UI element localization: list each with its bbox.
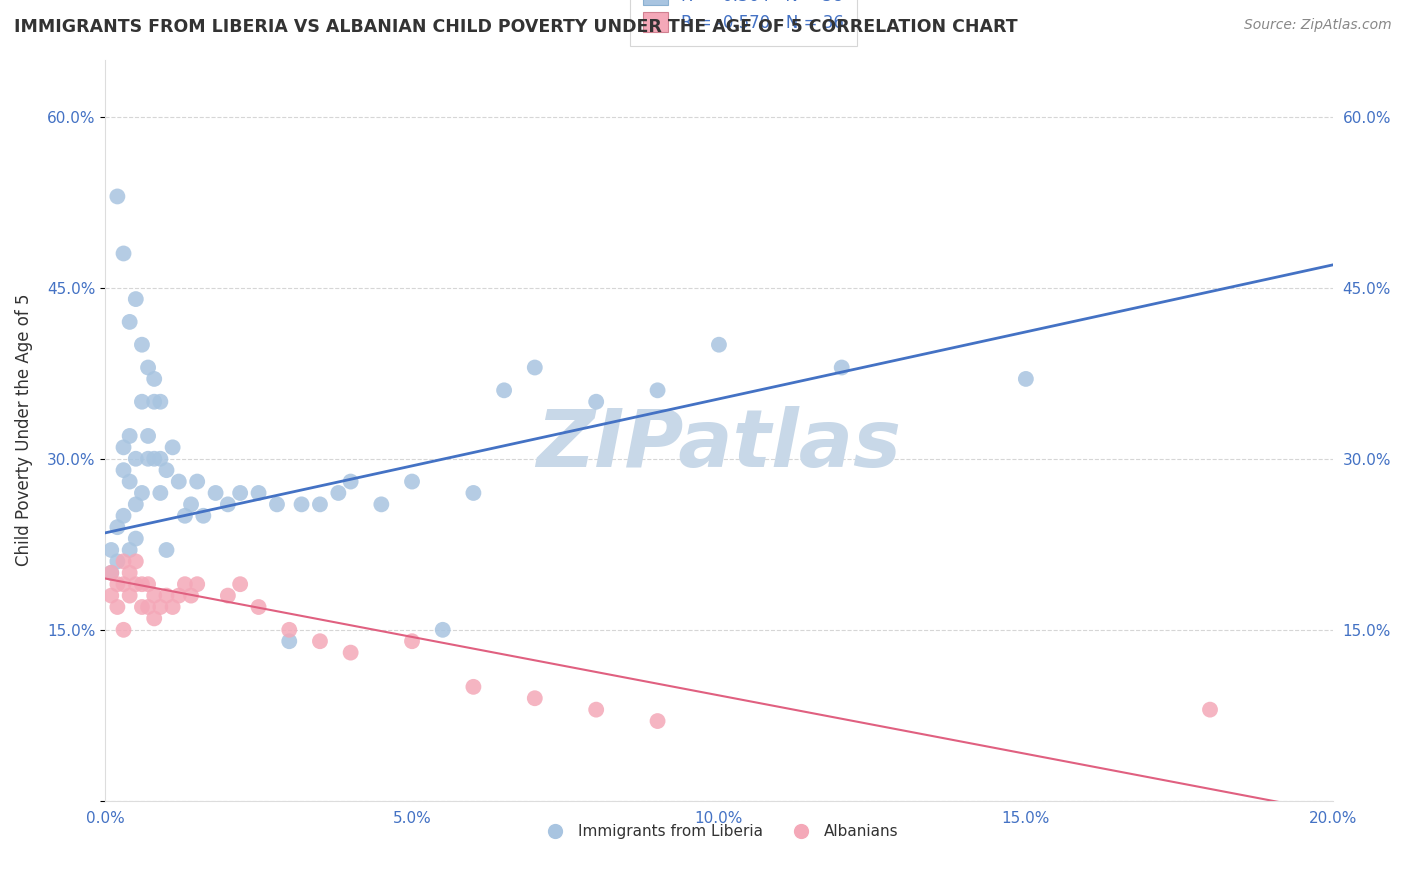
Point <box>143 611 166 625</box>
Y-axis label: Child Poverty Under the Age of 5: Child Poverty Under the Age of 5 <box>15 294 32 566</box>
Point <box>131 486 153 500</box>
Point <box>131 600 153 615</box>
Point <box>401 634 423 648</box>
Point <box>118 543 141 558</box>
Point <box>1199 703 1222 717</box>
Point <box>131 394 153 409</box>
Point <box>149 600 172 615</box>
Point <box>463 486 485 500</box>
Point <box>309 634 332 648</box>
Point <box>401 475 423 489</box>
Point <box>143 394 166 409</box>
Point <box>112 554 135 568</box>
Point <box>831 360 853 375</box>
Point <box>125 451 148 466</box>
Point <box>186 475 208 489</box>
Point <box>100 566 122 580</box>
Point <box>167 589 190 603</box>
Point <box>155 463 177 477</box>
Point <box>155 543 177 558</box>
Point <box>118 475 141 489</box>
Point <box>494 384 516 398</box>
Point <box>125 554 148 568</box>
Point <box>100 543 122 558</box>
Point <box>290 497 312 511</box>
Point <box>149 394 172 409</box>
Point <box>143 589 166 603</box>
Point <box>186 577 208 591</box>
Point <box>247 600 270 615</box>
Point <box>136 600 159 615</box>
Point <box>180 589 202 603</box>
Point <box>463 680 485 694</box>
Point <box>112 508 135 523</box>
Point <box>149 486 172 500</box>
Point <box>125 292 148 306</box>
Point <box>100 566 122 580</box>
Text: IMMIGRANTS FROM LIBERIA VS ALBANIAN CHILD POVERTY UNDER THE AGE OF 5 CORRELATION: IMMIGRANTS FROM LIBERIA VS ALBANIAN CHIL… <box>14 18 1018 36</box>
Point <box>136 429 159 443</box>
Point <box>112 463 135 477</box>
Point <box>118 589 141 603</box>
Point <box>136 451 159 466</box>
Point <box>118 429 141 443</box>
Point <box>118 315 141 329</box>
Point <box>647 384 669 398</box>
Point <box>174 577 197 591</box>
Point <box>162 441 184 455</box>
Point <box>278 634 301 648</box>
Point <box>247 486 270 500</box>
Point <box>100 589 122 603</box>
Point <box>149 451 172 466</box>
Point <box>647 714 669 728</box>
Point <box>125 532 148 546</box>
Point <box>136 577 159 591</box>
Point <box>125 577 148 591</box>
Point <box>131 337 153 351</box>
Point <box>143 372 166 386</box>
Point <box>131 577 153 591</box>
Point <box>112 623 135 637</box>
Legend: Immigrants from Liberia, Albanians: Immigrants from Liberia, Albanians <box>533 818 904 845</box>
Point <box>167 475 190 489</box>
Point <box>105 520 128 534</box>
Point <box>523 360 546 375</box>
Point <box>105 577 128 591</box>
Point <box>125 497 148 511</box>
Point <box>155 589 177 603</box>
Point <box>105 554 128 568</box>
Point <box>112 246 135 260</box>
Point <box>523 691 546 706</box>
Text: Source: ZipAtlas.com: Source: ZipAtlas.com <box>1244 18 1392 32</box>
Text: ZIPatlas: ZIPatlas <box>537 406 901 484</box>
Point <box>339 475 361 489</box>
Point <box>105 189 128 203</box>
Point <box>707 337 730 351</box>
Point <box>180 497 202 511</box>
Point <box>339 646 361 660</box>
Point <box>162 600 184 615</box>
Point <box>193 508 215 523</box>
Point <box>309 497 332 511</box>
Point <box>328 486 350 500</box>
Point <box>370 497 392 511</box>
Point <box>136 360 159 375</box>
Point <box>229 577 252 591</box>
Point <box>266 497 288 511</box>
Point <box>118 566 141 580</box>
Point <box>278 623 301 637</box>
Point <box>204 486 226 500</box>
Point <box>585 394 607 409</box>
Point <box>112 441 135 455</box>
Point <box>112 577 135 591</box>
Point <box>1015 372 1038 386</box>
Point <box>105 600 128 615</box>
Point <box>174 508 197 523</box>
Point <box>585 703 607 717</box>
Point <box>229 486 252 500</box>
Point <box>217 497 239 511</box>
Point <box>217 589 239 603</box>
Point <box>432 623 454 637</box>
Point <box>143 451 166 466</box>
